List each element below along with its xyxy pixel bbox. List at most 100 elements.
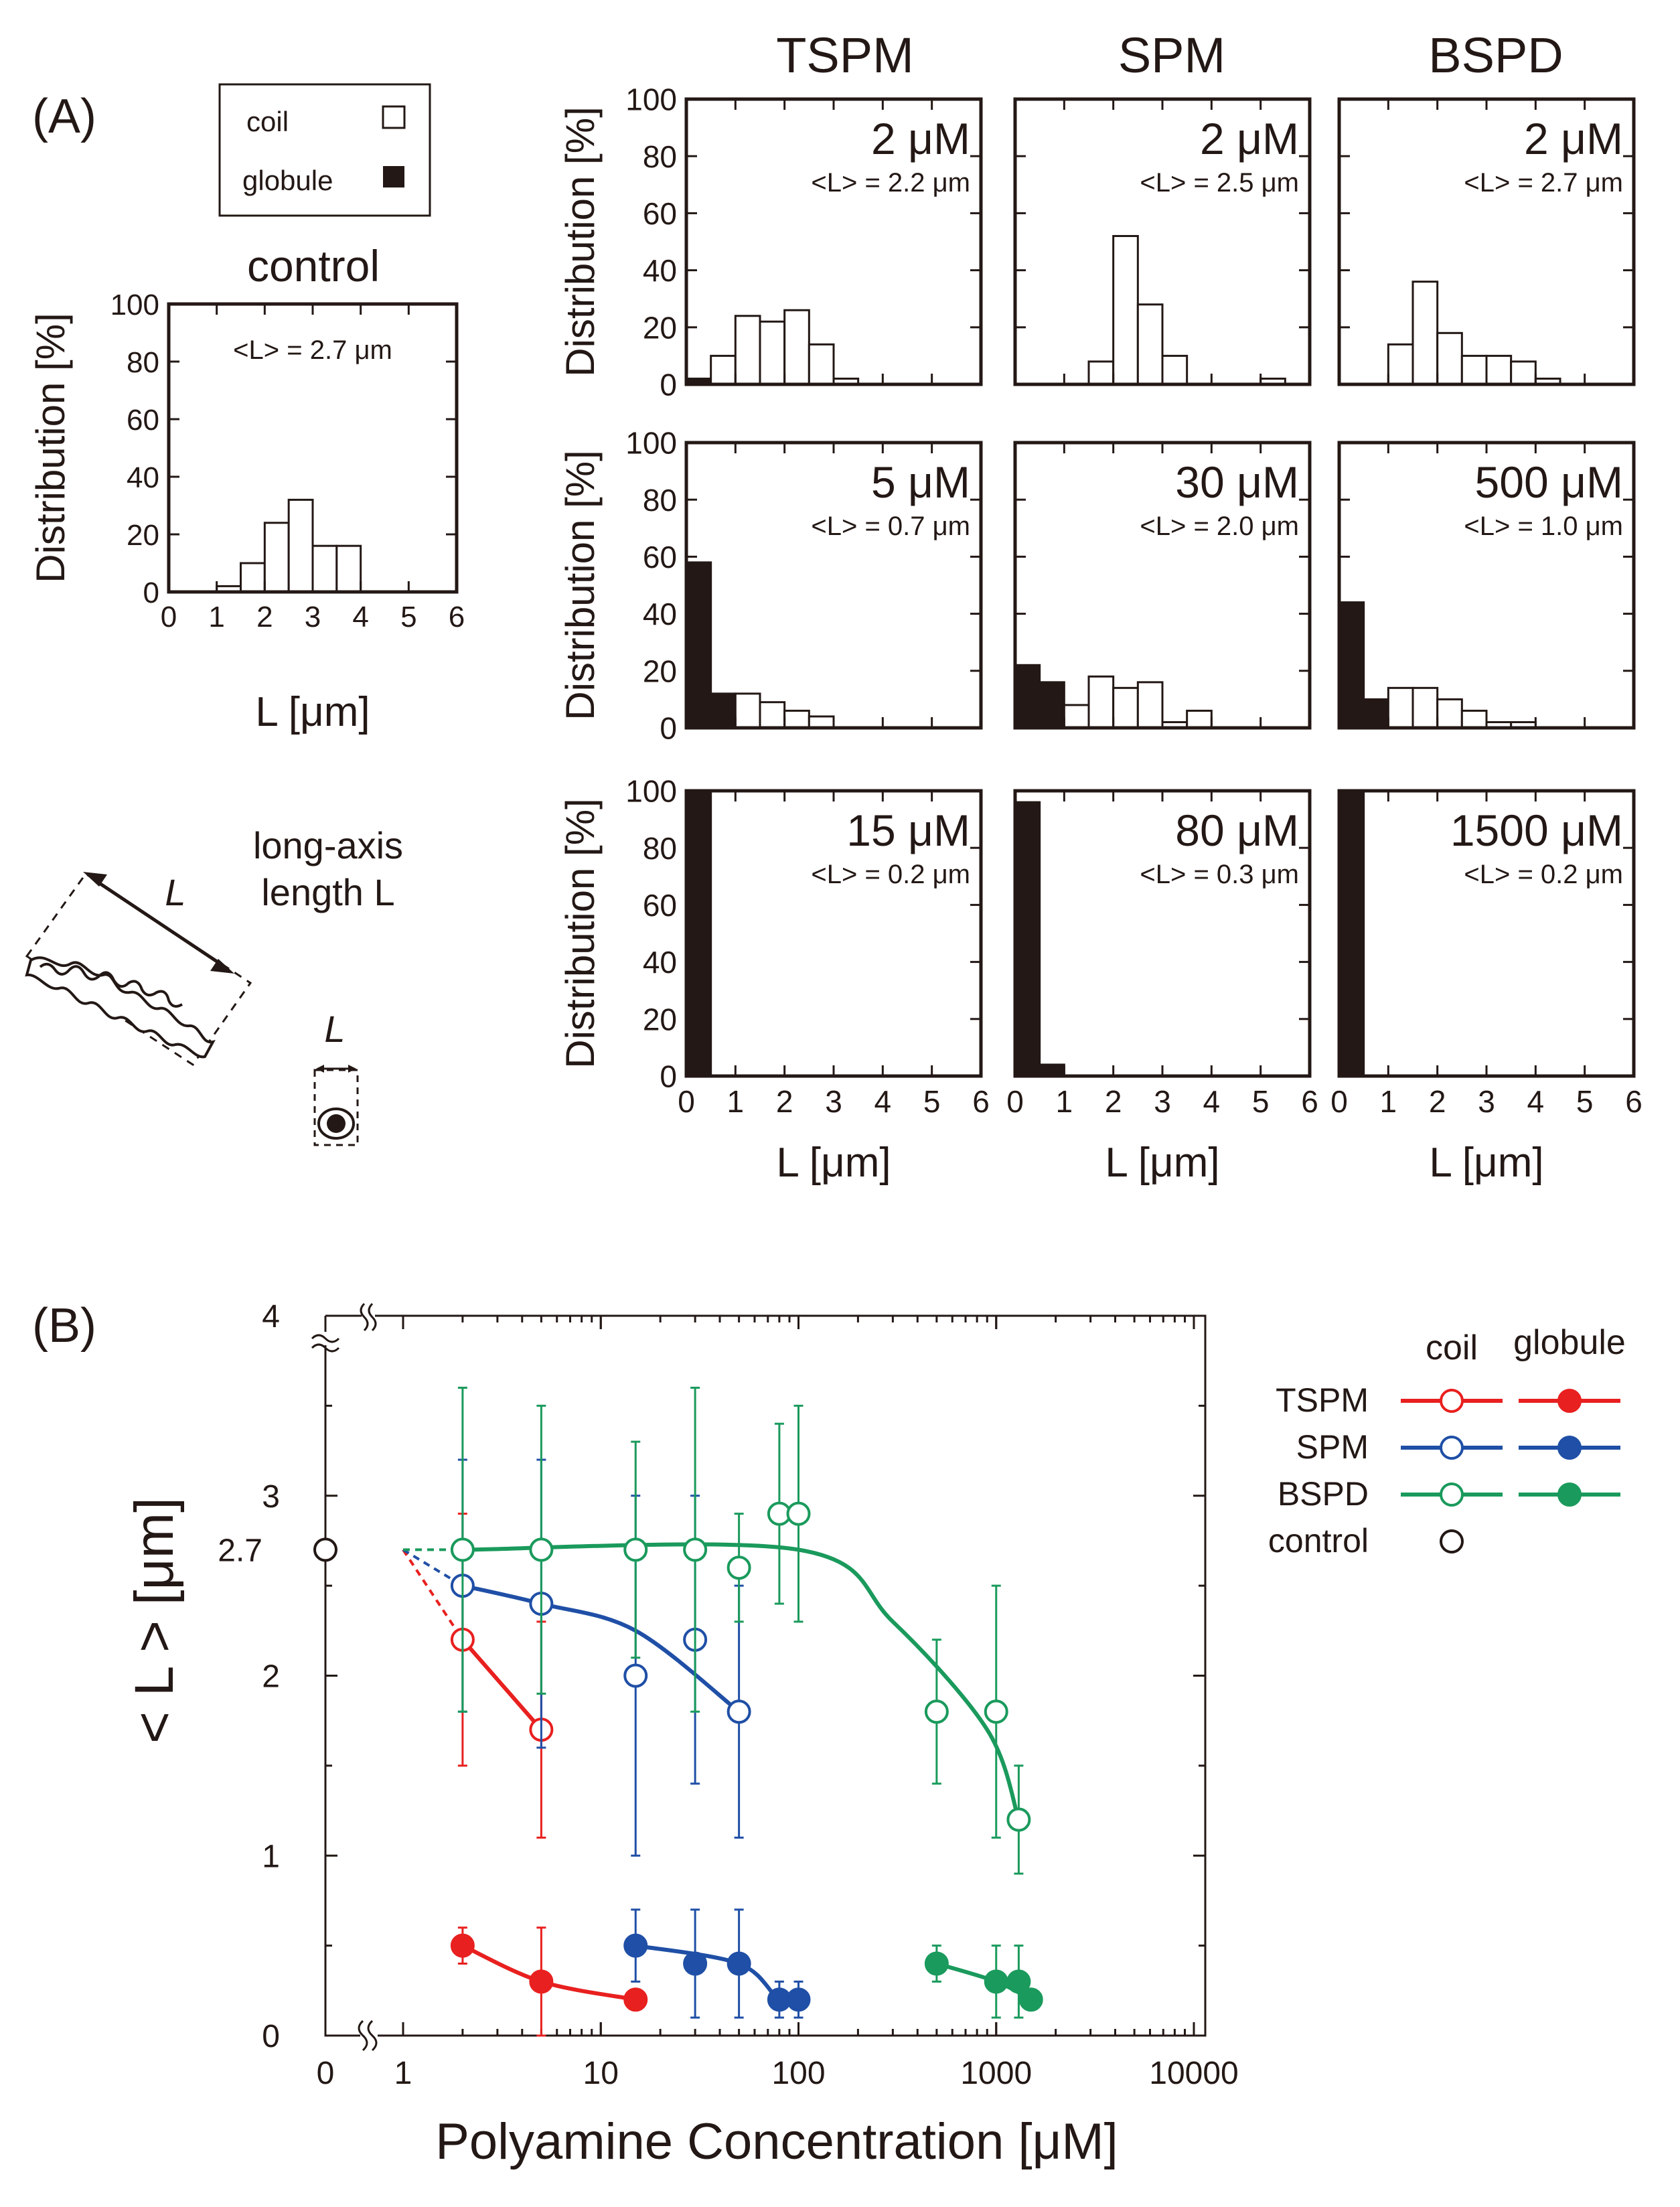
column-title-bspd: BSPD <box>1428 27 1563 83</box>
globule-point <box>1006 1969 1031 1994</box>
globule-point <box>450 1933 475 1958</box>
coil-point <box>984 1699 1008 1724</box>
column-titles: TSPM SPM BSPD <box>776 27 1563 83</box>
legend-header-globule: globule <box>1513 1323 1626 1362</box>
coil-point <box>924 1699 949 1724</box>
x-tick-label: 5 <box>1576 1084 1594 1119</box>
x-tick-label: 0 <box>1330 1084 1348 1119</box>
panel-a-label: (A) <box>32 90 96 143</box>
x-tick-label: 1 <box>727 1084 745 1119</box>
concentration-label: 500 μM <box>1475 457 1623 507</box>
illustration-title-line1: long-axis <box>253 824 403 866</box>
globule-bar <box>710 692 737 729</box>
coil-bar <box>1460 709 1488 729</box>
axes-frame <box>324 1314 1207 2037</box>
legend-coil-marker <box>1440 1482 1464 1507</box>
coil-point <box>786 1501 811 1526</box>
coil-bar <box>240 562 266 593</box>
mean-length-annotation: <L> = 0.3 μm <box>1140 860 1299 889</box>
coil-point <box>683 1537 708 1562</box>
double-arrow-icon <box>83 872 234 974</box>
coil-point <box>450 1537 475 1562</box>
coil-bar <box>1112 686 1139 729</box>
y-tick-label: 2.7 <box>218 1533 262 1568</box>
y-tick-label: 60 <box>127 404 159 437</box>
histogram-3: 2 μM <L> = 2.7 μm <box>1337 97 1636 386</box>
histogram-9: 0 1 2 3 4 5 6 L [μm] 1500 μM <L> = 0.2 μm <box>1330 789 1643 1186</box>
x-tick-label: 10000 <box>1149 2056 1238 2091</box>
coil-bar <box>1112 234 1139 386</box>
coil-bar <box>335 544 362 593</box>
legend-coil-marker <box>1440 1389 1464 1413</box>
x-tick-label: 100 <box>771 2056 825 2091</box>
coil-bar <box>263 522 290 593</box>
coil-point <box>623 1537 648 1562</box>
fit-curve <box>462 1584 741 1714</box>
concentration-label: 1500 μM <box>1450 806 1623 855</box>
mean-length-annotation: <L> = 2.7 μm <box>233 335 392 365</box>
concentration-label: 2 μM <box>871 114 970 163</box>
concentration-label: 30 μM <box>1175 457 1299 507</box>
x-axis-label: L [μm] <box>1429 1140 1543 1186</box>
y-axis-label: Distribution [%] <box>558 798 603 1068</box>
coil-point <box>623 1663 648 1688</box>
coil-bar <box>311 544 338 593</box>
x-tick-label: 0 <box>161 601 177 633</box>
coil-bar <box>1510 360 1537 386</box>
coil-bar <box>808 343 835 386</box>
y-tick-label: 40 <box>643 597 677 631</box>
mean-length-annotation: <L> = 0.7 μm <box>811 512 970 541</box>
y-tick-label: 40 <box>643 945 677 980</box>
coil-bar <box>759 701 786 729</box>
legend-label-tspm: TSPM <box>1276 1381 1369 1419</box>
coil-point <box>1006 1807 1031 1832</box>
y-tick-label: 3 <box>262 1479 280 1515</box>
x-tick-label: 6 <box>1625 1084 1643 1119</box>
y-tick-label: 80 <box>643 139 677 174</box>
coil-bar <box>734 315 761 386</box>
globule-point <box>924 1951 949 1976</box>
mean-length-annotation: <L> = 2.5 μm <box>1140 168 1299 198</box>
illustration-title-line2: length L <box>261 871 394 913</box>
globule-bar <box>1039 681 1065 729</box>
y-tick-label: 60 <box>643 888 677 923</box>
coil-bar <box>1136 303 1164 386</box>
coil-bar <box>287 498 314 593</box>
y-tick-label: 40 <box>643 253 677 288</box>
globule-molecule-icon <box>313 1065 359 1146</box>
y-tick-label: 0 <box>660 368 677 402</box>
x-tick-label: 3 <box>1154 1084 1171 1119</box>
legend-label-spm: SPM <box>1296 1428 1369 1466</box>
x-tick-label: 2 <box>1105 1084 1122 1119</box>
y-tick-label: 0 <box>660 1059 677 1094</box>
column-title-spm: SPM <box>1118 27 1225 83</box>
histogram-8: 0 1 2 3 4 5 6 L [μm] 80 μM <L> = 0.3 μm <box>1006 789 1318 1186</box>
y-tick-label: 100 <box>625 82 677 117</box>
coil-bar <box>1485 354 1513 386</box>
x-tick-label: 0 <box>678 1084 695 1119</box>
mean-length-annotation: <L> = 0.2 μm <box>1464 860 1623 889</box>
globule-bar <box>685 561 712 729</box>
coil-bar <box>1436 331 1463 386</box>
coil-bar <box>783 309 810 386</box>
globule-point <box>683 1951 708 1976</box>
illustration-l-coil: L <box>165 871 185 913</box>
y-tick-label: 20 <box>643 310 677 345</box>
panel-b-label: (B) <box>32 1299 96 1353</box>
concentration-label: 5 μM <box>871 457 970 507</box>
panel-a-legend: coil globule <box>218 83 431 217</box>
x-tick-label: 1 <box>394 2056 412 2091</box>
y-tick-label: 2 <box>262 1659 280 1695</box>
coil-bar <box>734 692 761 729</box>
legend-control-marker <box>1440 1529 1464 1553</box>
globule-bar <box>1338 789 1365 1077</box>
panel-b-y-axis-label: < L > [μm] <box>124 1497 185 1744</box>
x-tick-label: 5 <box>1252 1084 1270 1119</box>
x-tick-label: 0 <box>1006 1084 1024 1119</box>
x-axis-break-icon <box>358 2020 378 2052</box>
concentration-label: 2 μM <box>1200 114 1299 163</box>
mean-length-annotation: <L> = 0.2 μm <box>811 860 970 889</box>
coil-bar <box>1387 686 1414 729</box>
